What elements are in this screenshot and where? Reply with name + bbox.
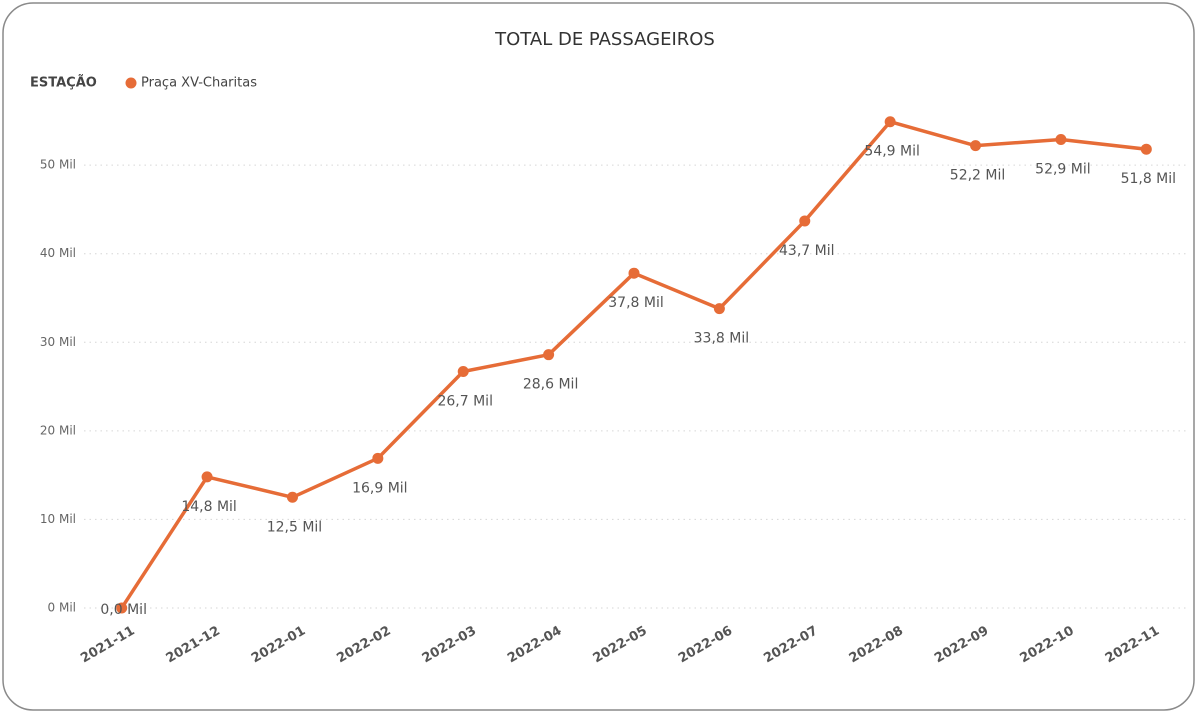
legend-marker (125, 77, 137, 89)
data-label: 28,6 Mil (523, 377, 578, 393)
point (543, 349, 555, 361)
point (713, 303, 725, 315)
data-label: 52,9 Mil (1035, 161, 1090, 177)
point (457, 366, 469, 378)
point (201, 471, 213, 483)
data-label: 54,9 Mil (864, 144, 919, 160)
point (1055, 133, 1067, 145)
y-tick-label: 10 Mil (40, 512, 76, 526)
chart-title: TOTAL DE PASSAGEIROS (494, 29, 715, 50)
point (628, 267, 640, 279)
y-tick-label: 40 Mil (40, 246, 76, 260)
data-label: 37,8 Mil (608, 295, 663, 311)
point (884, 116, 896, 128)
point (1140, 143, 1152, 155)
data-label: 14,8 Mil (181, 499, 236, 515)
data-label: 12,5 Mil (267, 519, 322, 535)
y-tick-label: 50 Mil (40, 158, 76, 172)
data-label: 26,7 Mil (437, 394, 492, 410)
data-label: 0,0 Mil (100, 602, 147, 618)
legend-label: Praça XV-Charitas (141, 76, 257, 91)
legend-title: ESTAÇÃO (30, 75, 97, 91)
point (286, 491, 298, 503)
data-label: 51,8 Mil (1121, 171, 1176, 187)
point (116, 602, 128, 614)
data-label: 43,7 Mil (779, 243, 834, 259)
data-label: 16,9 Mil (352, 480, 407, 496)
y-tick-label: 30 Mil (40, 335, 76, 349)
point (970, 140, 982, 152)
y-tick-label: 20 Mil (40, 423, 76, 437)
y-tick-label: 0 Mil (48, 601, 76, 615)
point (372, 452, 384, 464)
point (799, 215, 811, 227)
data-label: 52,2 Mil (950, 168, 1005, 184)
data-label: 33,8 Mil (694, 331, 749, 347)
